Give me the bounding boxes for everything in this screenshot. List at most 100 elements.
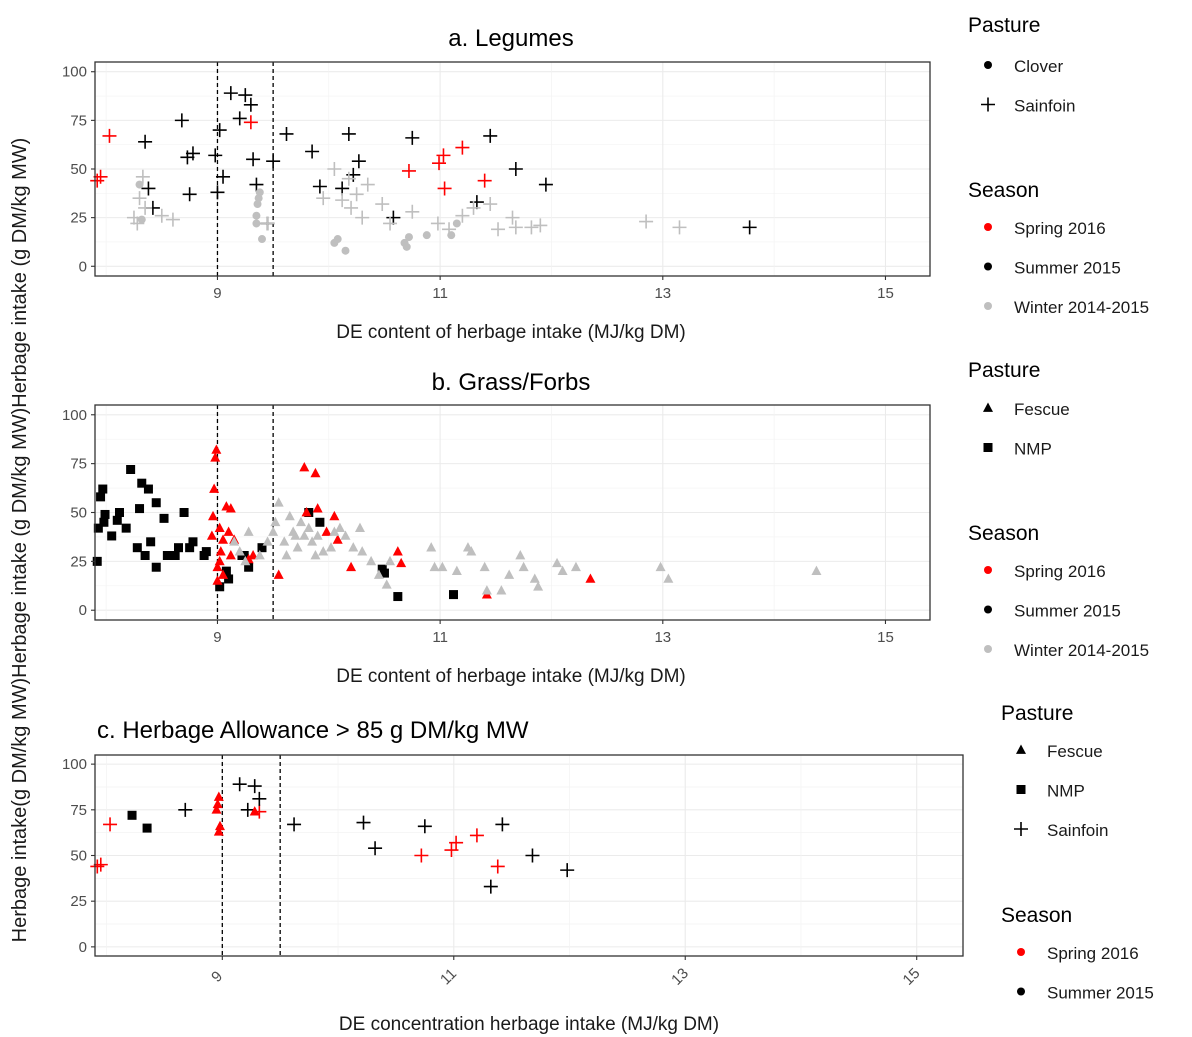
data-point: [243, 97, 258, 112]
legend-label: Fescue: [1014, 400, 1070, 419]
data-point: [490, 859, 505, 874]
legend-key-circle: [984, 302, 992, 310]
chart-panel-b: 0 25 50 75 100 9 11 13 15 b. Grass/Forbs DE conten…: [62, 359, 1149, 687]
data-point: [570, 561, 581, 572]
data-point: [185, 543, 195, 553]
data-point: [249, 177, 264, 192]
data-point: [279, 536, 290, 546]
data-point: [469, 828, 484, 843]
data-point: [405, 130, 420, 145]
data-point: [232, 777, 247, 792]
data-point: [310, 550, 321, 560]
data-point: [210, 185, 225, 200]
data-point: [447, 231, 456, 240]
data-point: [404, 233, 413, 242]
data-point: [346, 561, 357, 572]
series-fescue-spring-2016: [211, 791, 260, 836]
data-point: [243, 526, 254, 536]
legend-label: Spring 2016: [1014, 562, 1106, 581]
y-tick-label: 100: [62, 64, 87, 81]
data-point: [146, 537, 156, 547]
data-point: [213, 826, 224, 836]
data-point: [393, 592, 403, 602]
y-tick-label: 100: [62, 756, 87, 773]
data-point: [422, 231, 431, 240]
data-point: [254, 550, 265, 560]
data-point: [448, 590, 458, 600]
series-sainfoin-spring-2016: [90, 804, 505, 874]
data-point: [437, 561, 448, 572]
data-point: [93, 523, 103, 533]
data-point: [102, 128, 117, 143]
data-point: [107, 531, 117, 541]
data-point: [135, 504, 145, 514]
data-point: [402, 242, 411, 251]
data-point: [477, 173, 492, 188]
data-point: [170, 551, 180, 560]
data-point: [93, 857, 108, 872]
x-tick-label: 15: [877, 629, 894, 646]
data-point: [432, 156, 447, 171]
legend-key-circle: [984, 223, 992, 231]
data-point: [151, 498, 161, 508]
legend: Pasture Fescue NMP Sainfoin Season Spring 201…: [1001, 702, 1154, 1003]
y-tick-label: 25: [70, 553, 87, 570]
data-point: [212, 798, 223, 809]
data-point: [525, 848, 540, 863]
data-point: [214, 522, 225, 532]
data-point: [208, 148, 223, 163]
data-point: [174, 113, 189, 128]
data-point: [483, 197, 498, 212]
data-point: [357, 546, 368, 556]
data-point: [90, 859, 105, 874]
data-point: [126, 465, 136, 474]
data-point: [140, 551, 150, 560]
chart-panel-a: 0 25 50 75 100 9 11 13 15 a. Legumes DE content of…: [62, 14, 1149, 343]
data-point: [538, 177, 553, 192]
data-point: [185, 146, 200, 161]
legend-title: Pasture: [1001, 702, 1073, 725]
data-point: [341, 126, 356, 141]
series-sainfoin-spring-2016: [90, 115, 492, 196]
data-point: [229, 536, 240, 546]
data-point: [151, 562, 161, 572]
data-point: [310, 467, 321, 478]
data-point: [279, 126, 294, 141]
y-axis-title-part-c: Herbage intake(g DM/kg MW): [9, 678, 31, 943]
data-point: [318, 546, 329, 556]
data-point: [436, 148, 451, 163]
data-point: [240, 802, 255, 817]
y-tick-label: 100: [62, 407, 87, 424]
data-point: [379, 568, 389, 578]
data-point: [344, 200, 359, 215]
legend-label: Clover: [1014, 57, 1063, 76]
legend-key-triangle: [983, 402, 993, 412]
data-point: [552, 557, 563, 568]
data-point: [98, 484, 108, 494]
series-sainfoin-winter-2014-2015: [126, 162, 687, 237]
data-point: [127, 810, 137, 820]
legend-title: Pasture: [968, 14, 1040, 37]
data-point: [356, 815, 371, 830]
legend-label: Sainfoin: [1047, 821, 1108, 840]
legend-label: Spring 2016: [1047, 944, 1139, 963]
legend-key-triangle: [1016, 744, 1026, 754]
x-tick-label: 15: [877, 285, 894, 302]
data-point: [524, 220, 539, 235]
data-point: [315, 517, 325, 527]
legend-key-circle: [1017, 987, 1025, 996]
legend-label: Summer 2015: [1014, 602, 1121, 621]
data-point: [114, 508, 124, 517]
legend-key-circle: [1017, 948, 1025, 956]
data-point: [368, 841, 383, 856]
data-point: [257, 543, 267, 553]
data-point: [437, 181, 452, 196]
data-point: [248, 550, 259, 560]
x-tick-label: 9: [213, 285, 221, 302]
series-clover-winter-2014-2015: [135, 180, 461, 255]
legend-key-circle: [984, 605, 992, 614]
data-point: [238, 88, 253, 103]
data-point: [515, 550, 526, 560]
data-point: [655, 561, 666, 572]
